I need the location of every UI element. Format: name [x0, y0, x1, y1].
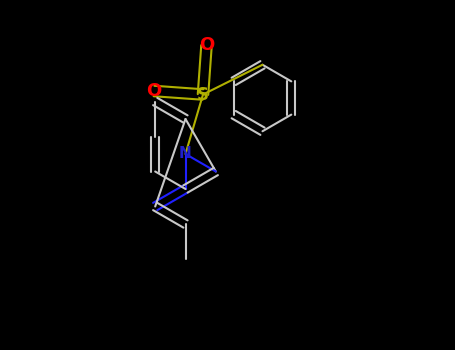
- Text: O: O: [147, 82, 162, 100]
- Text: S: S: [197, 85, 209, 104]
- Text: N: N: [179, 147, 192, 161]
- Text: O: O: [199, 36, 214, 55]
